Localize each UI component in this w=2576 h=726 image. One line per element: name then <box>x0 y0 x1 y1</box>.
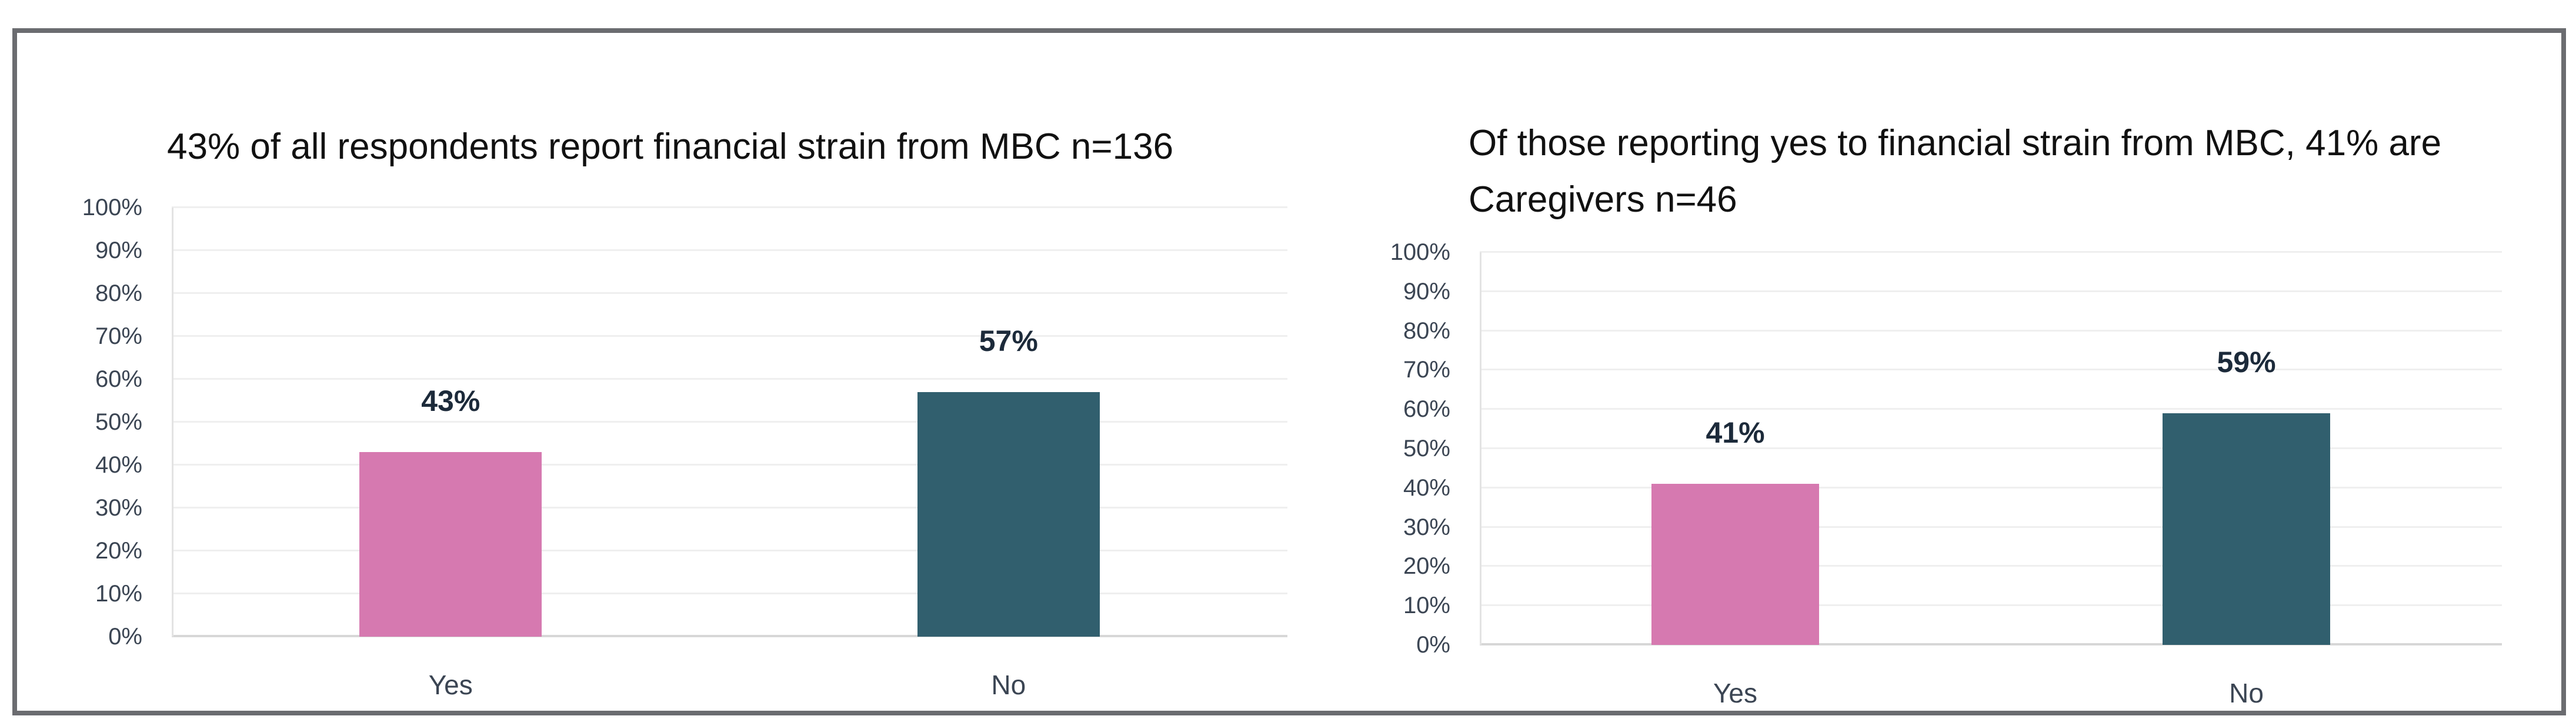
plot-area: 43% 57% <box>172 206 1287 637</box>
y-axis-label: 80% <box>1403 317 1450 344</box>
chart-left-financial-strain: 43% of all respondents report financial … <box>17 33 2561 711</box>
bar-value-label: 59% <box>2217 345 2276 379</box>
bar-yes <box>359 452 542 637</box>
bar-value-label: 43% <box>421 384 481 418</box>
gridline <box>172 421 1287 423</box>
y-axis-label: 40% <box>95 452 142 478</box>
y-axis-label: 30% <box>95 495 142 521</box>
gridline <box>172 378 1287 380</box>
gridline <box>1480 447 2502 449</box>
gridline <box>172 550 1287 551</box>
y-axis-label: 80% <box>95 280 142 306</box>
x-axis-label: Yes <box>428 670 473 700</box>
bar-yes <box>1651 484 1819 645</box>
axis-baseline <box>1480 643 2502 645</box>
y-axis-label: 10% <box>1403 593 1450 619</box>
gridline <box>1480 329 2502 332</box>
y-axis: 0% 10% 20% 30% 40% 50% 60% 70% 80% 90% 100% <box>17 196 142 648</box>
gridline <box>172 464 1287 466</box>
y-axis-label: 60% <box>1403 396 1450 423</box>
y-axis-label: 90% <box>95 237 142 263</box>
plot-left-edge <box>1480 252 1481 645</box>
y-axis-label: 60% <box>95 366 142 392</box>
y-axis-label: 70% <box>95 323 142 349</box>
gridline <box>172 335 1287 337</box>
bar-value-label: 57% <box>979 324 1038 357</box>
y-axis: 0% 10% 20% 30% 40% 50% 60% 70% 80% 90% 100% <box>1325 240 1450 657</box>
axis-baseline <box>172 635 1287 637</box>
chart-title: Of those reporting yes to financial stra… <box>1469 123 2442 220</box>
x-axis: Yes No <box>1480 677 2502 718</box>
y-axis-label: 0% <box>108 624 142 650</box>
y-axis-label: 20% <box>95 538 142 564</box>
y-axis-label: 70% <box>1403 357 1450 383</box>
y-axis-label: 50% <box>95 409 142 435</box>
y-axis-label: 0% <box>1416 632 1450 658</box>
y-axis-label: 40% <box>1403 474 1450 501</box>
y-axis-label: 100% <box>1390 239 1450 265</box>
plot-left-edge <box>172 208 173 637</box>
gridline <box>1480 604 2502 607</box>
gridline <box>1480 526 2502 528</box>
gridline <box>172 292 1287 294</box>
y-axis-label: 100% <box>82 195 142 220</box>
y-axis-label: 90% <box>1403 278 1450 305</box>
gridline <box>1480 565 2502 567</box>
bar-value-label: 41% <box>1706 416 1765 450</box>
gridline <box>1480 486 2502 489</box>
x-axis-label: Yes <box>1713 678 1758 708</box>
gridline <box>1480 251 2502 253</box>
chart-right-caregivers: Of those reporting yes to financial stra… <box>17 33 2561 711</box>
figure-frame: 43% of all respondents report financial … <box>12 28 2566 715</box>
gridline <box>172 507 1287 508</box>
bar-no <box>2163 413 2330 645</box>
gridline <box>1480 290 2502 292</box>
x-axis-label: No <box>2229 678 2264 708</box>
x-axis: Yes No <box>172 669 1287 710</box>
y-axis-label: 30% <box>1403 514 1450 540</box>
y-axis-label: 10% <box>95 581 142 607</box>
gridline <box>1480 408 2502 410</box>
gridline <box>172 206 1287 208</box>
gridline <box>1480 369 2502 371</box>
chart-title: 43% of all respondents report financial … <box>167 126 1174 167</box>
gridline <box>172 593 1287 594</box>
y-axis-label: 50% <box>1403 436 1450 461</box>
plot-area: 41% 59% <box>1480 251 2502 645</box>
y-axis-label: 20% <box>1403 553 1450 580</box>
x-axis-label: No <box>991 670 1026 700</box>
gridline <box>172 249 1287 251</box>
bar-no <box>917 392 1100 637</box>
